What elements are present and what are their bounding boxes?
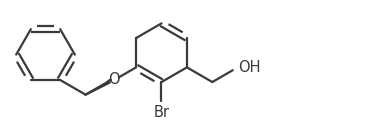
Text: Br: Br [153, 105, 170, 120]
Text: OH: OH [238, 60, 260, 75]
Text: O: O [109, 72, 120, 88]
